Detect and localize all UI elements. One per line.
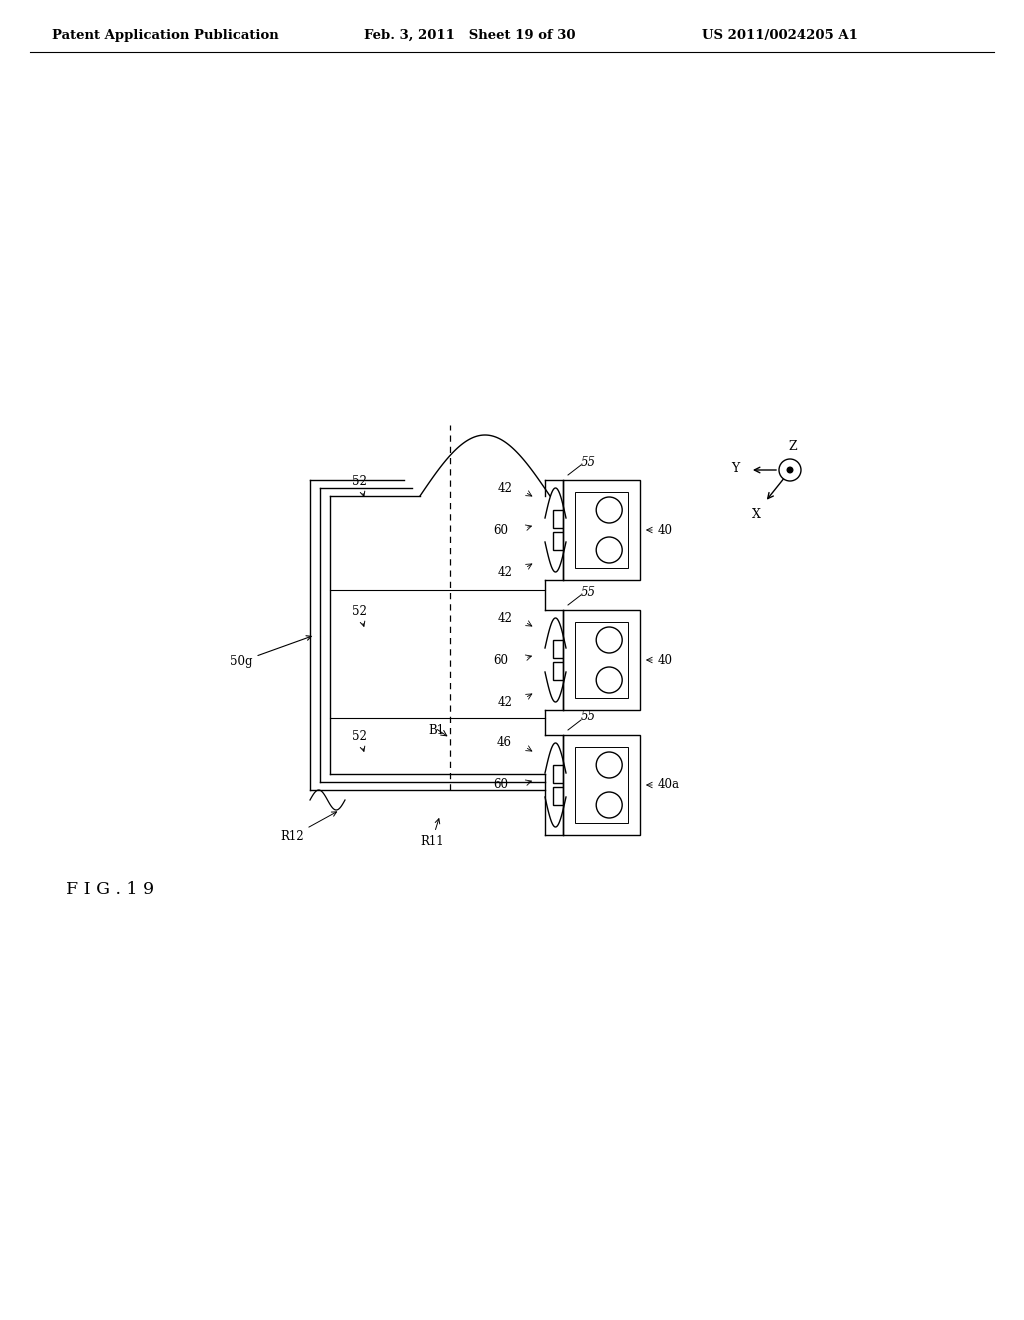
Text: 40: 40 bbox=[658, 653, 673, 667]
Circle shape bbox=[596, 627, 623, 653]
Text: F I G . 1 9: F I G . 1 9 bbox=[66, 882, 154, 899]
Bar bbox=[563, 480, 640, 579]
Text: 42: 42 bbox=[497, 482, 512, 495]
Bar bbox=[553, 532, 569, 549]
Text: 42: 42 bbox=[497, 611, 512, 624]
Text: 60: 60 bbox=[493, 524, 508, 536]
Text: 52: 52 bbox=[352, 475, 367, 496]
Bar bbox=[563, 735, 640, 836]
Circle shape bbox=[787, 467, 793, 473]
Bar bbox=[553, 640, 569, 657]
Text: 42: 42 bbox=[497, 565, 512, 578]
Text: Feb. 3, 2011   Sheet 19 of 30: Feb. 3, 2011 Sheet 19 of 30 bbox=[365, 29, 575, 41]
Text: 42: 42 bbox=[497, 696, 512, 709]
Bar bbox=[575, 492, 628, 568]
Bar bbox=[575, 747, 628, 822]
Text: R11: R11 bbox=[420, 818, 443, 847]
Text: 52: 52 bbox=[352, 730, 367, 751]
Text: Y: Y bbox=[731, 462, 739, 475]
Text: 60: 60 bbox=[493, 653, 508, 667]
Text: 55: 55 bbox=[581, 710, 596, 723]
Circle shape bbox=[596, 498, 623, 523]
Text: X: X bbox=[752, 507, 761, 520]
Bar bbox=[553, 766, 569, 783]
Bar bbox=[553, 511, 569, 528]
Text: 40a: 40a bbox=[658, 779, 680, 792]
Text: 46: 46 bbox=[497, 737, 512, 750]
Text: B1: B1 bbox=[428, 723, 444, 737]
Bar bbox=[553, 787, 569, 805]
Text: 50g: 50g bbox=[230, 636, 311, 668]
Circle shape bbox=[596, 537, 623, 564]
Bar bbox=[575, 622, 628, 698]
Text: Patent Application Publication: Patent Application Publication bbox=[51, 29, 279, 41]
Circle shape bbox=[596, 667, 623, 693]
Text: 40: 40 bbox=[658, 524, 673, 536]
Text: US 2011/0024205 A1: US 2011/0024205 A1 bbox=[702, 29, 858, 41]
Text: 52: 52 bbox=[352, 605, 367, 626]
Bar bbox=[553, 663, 569, 680]
Circle shape bbox=[596, 752, 623, 777]
Circle shape bbox=[596, 792, 623, 818]
Text: 60: 60 bbox=[493, 779, 508, 792]
Text: Z: Z bbox=[788, 440, 798, 453]
Text: R12: R12 bbox=[280, 812, 337, 843]
Text: 55: 55 bbox=[581, 586, 596, 598]
Text: 55: 55 bbox=[581, 455, 596, 469]
Bar bbox=[563, 610, 640, 710]
